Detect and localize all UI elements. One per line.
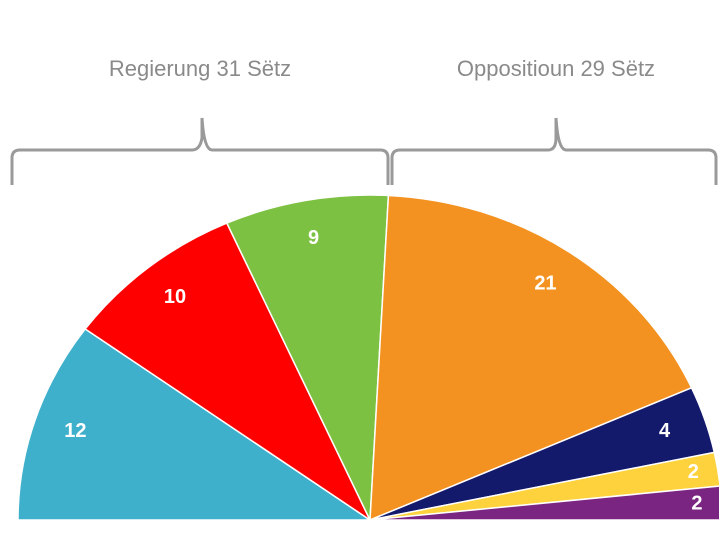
- value-label: 4: [659, 420, 671, 442]
- annotation: Regierung 31 Sëtz: [109, 56, 291, 81]
- bracket: [390, 117, 718, 185]
- value-label: 10: [164, 286, 186, 308]
- value-label: 9: [308, 227, 319, 249]
- wedge: [369, 485, 719, 521]
- value-label: 2: [688, 461, 699, 483]
- wedge: [225, 194, 390, 523]
- wedge: [369, 194, 693, 522]
- wedge: [369, 451, 719, 521]
- wedge: [84, 222, 372, 523]
- value-label: 2: [691, 492, 702, 514]
- wedge: [17, 327, 373, 521]
- value-label: 12: [64, 420, 86, 442]
- value-label: 21: [534, 273, 556, 295]
- annotation: Oppositioun 29 Sëtz: [457, 56, 655, 81]
- bracket: [10, 117, 390, 185]
